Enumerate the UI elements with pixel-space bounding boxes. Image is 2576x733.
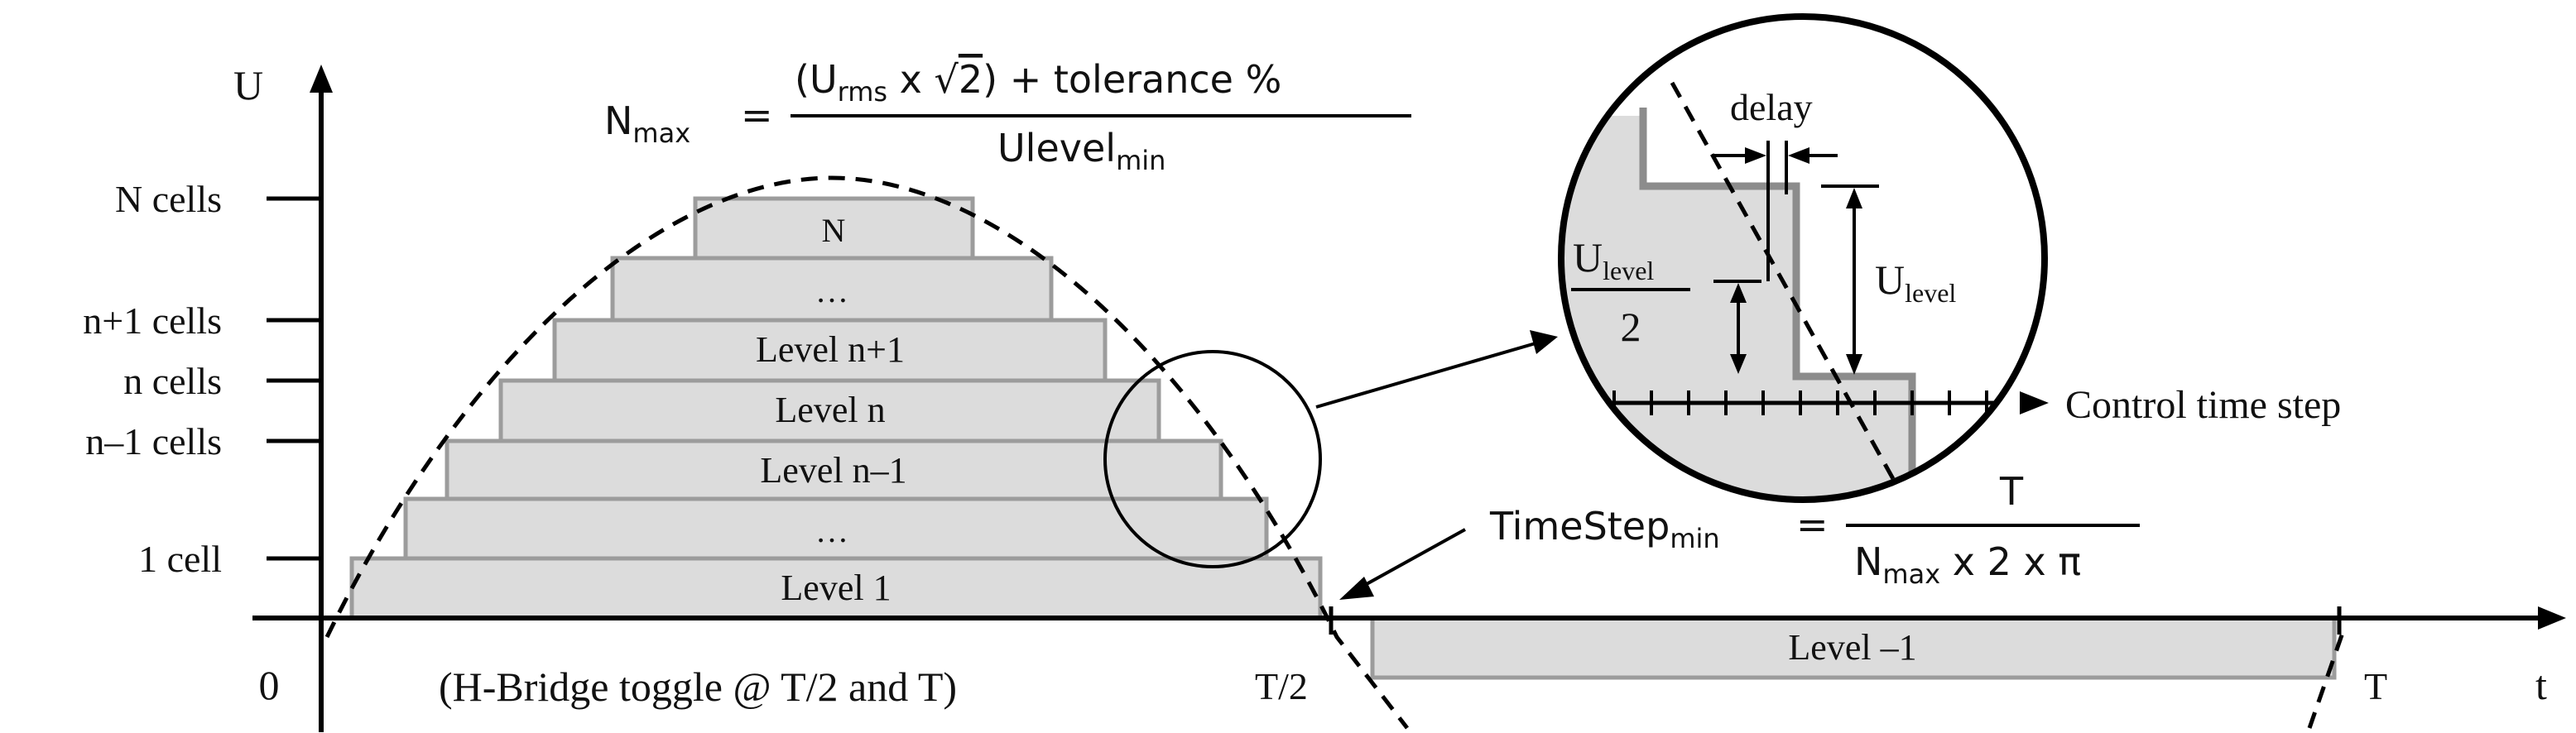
level-n-block (498, 378, 1161, 443)
axes: U t 0 T/2 T N cells n+1 cells n cells n–… (83, 62, 2566, 732)
y-tick-label: n–1 cells (85, 420, 222, 462)
level-lower-ellipsis: … (815, 512, 848, 549)
half-level-numerator: Ulevel (1573, 234, 1654, 285)
period-label: T (2364, 665, 2387, 707)
level-negative-1-label: Level –1 (1788, 627, 1916, 668)
delay-arrow-right-head (1788, 147, 1809, 164)
upper-ellipsis-block (610, 256, 1054, 323)
lower-ellipsis-block (403, 496, 1269, 561)
half-period-label: T/2 (1255, 665, 1308, 707)
time-axis-label: Control time step (2065, 383, 2341, 427)
delay-arrow-left-head (1745, 147, 1766, 164)
magnifier-circle (1558, 13, 2048, 503)
y-axis-label: U (233, 62, 263, 108)
level-upper-ellipsis: … (815, 272, 848, 309)
x-axis-label: t (2535, 662, 2547, 708)
nmax-numerator: (Urms x √2) + tolerance % (795, 57, 1281, 108)
timestep-formula: TimeStepmin = T Nmax x 2 x π (1489, 469, 2140, 590)
timestep-callout-arrow (1357, 528, 1466, 591)
level-negative-1-block (1370, 616, 2337, 680)
level-arrow-down (1846, 354, 1862, 375)
magnify-connector (1315, 342, 1536, 409)
nmax-denominator: Ulevelmin (997, 126, 1165, 176)
timestep-equals: = (1796, 502, 1829, 547)
magnify-connector-arrowhead (1530, 330, 1558, 354)
x-axis-arrowhead (2538, 606, 2566, 630)
timestep-denominator: Nmax x 2 x π (1854, 539, 2081, 590)
y-tick-label: n+1 cells (83, 299, 222, 342)
negative-half-curve (2307, 632, 2345, 729)
delay-label: delay (1730, 86, 1813, 128)
timestep-lhs: TimeStepmin (1489, 504, 1720, 554)
level-n-top-block (693, 196, 975, 261)
zoom-detail: Ulevel 2 Ulevel (1561, 81, 2045, 500)
time-axis-arrowhead (2020, 391, 2049, 414)
level-1-label: Level 1 (781, 568, 891, 608)
level-top-label: N (822, 212, 846, 249)
half-level-arrow-down (1730, 354, 1747, 374)
level-n-minus-1-label: Level n–1 (760, 450, 906, 491)
origin-label: 0 (259, 662, 280, 708)
timestep-callout-arrowhead (1339, 577, 1374, 600)
level-arrow-up (1846, 188, 1862, 208)
level-label: Ulevel (1875, 256, 1956, 308)
nmax-formula: Nmax = (Urms x √2) + tolerance % Ulevelm… (604, 57, 1411, 176)
magnify-source-circle (1103, 350, 1322, 568)
zoom-staircase-fill (1561, 116, 1912, 500)
y-tick-label: n cells (123, 360, 222, 402)
nmax-lhs: Nmax (604, 98, 690, 149)
sine-reference-curve (324, 175, 1409, 730)
half-level-arrow-up (1730, 283, 1747, 303)
level-n-label: Level n (775, 390, 885, 430)
h-bridge-note: (H-Bridge toggle @ T/2 and T) (439, 664, 957, 710)
level-n-plus-1-label: Level n+1 (756, 329, 905, 370)
timestep-numerator: T (1999, 469, 2024, 514)
y-tick-label: N cells (115, 178, 222, 220)
staircase: N … Level n+1 Level n Level n–1 … Level … (349, 196, 2337, 680)
nmax-equals: = (741, 93, 773, 137)
y-tick-label: 1 cell (138, 538, 222, 580)
y-axis-arrowhead (310, 65, 333, 93)
half-level-denominator: 2 (1621, 304, 1641, 350)
